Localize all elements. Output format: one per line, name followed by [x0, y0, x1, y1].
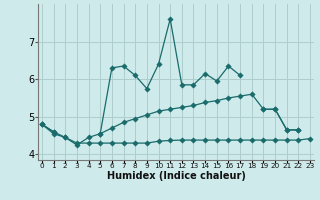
X-axis label: Humidex (Indice chaleur): Humidex (Indice chaleur) — [107, 171, 245, 181]
